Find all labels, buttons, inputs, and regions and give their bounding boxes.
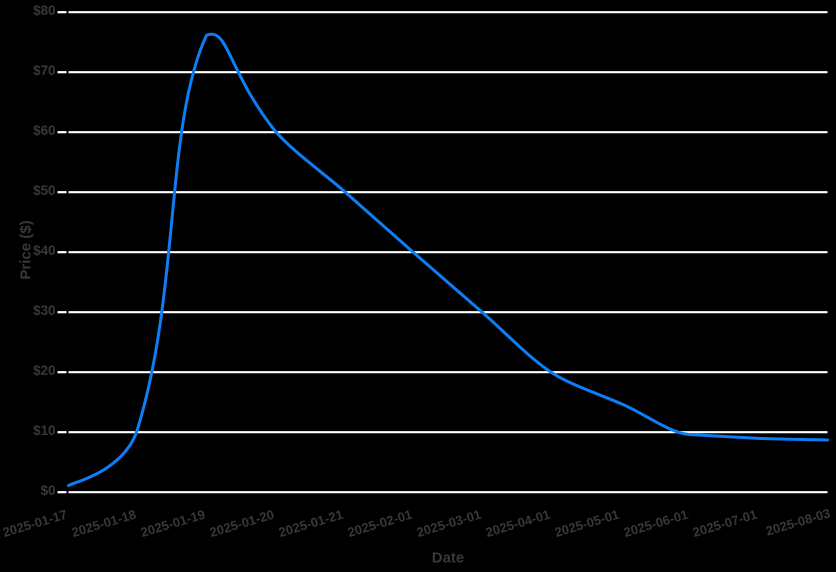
svg-text:$20: $20: [33, 363, 55, 378]
svg-text:Price ($): Price ($): [18, 220, 35, 279]
svg-text:$40: $40: [33, 243, 55, 258]
svg-text:$10: $10: [33, 423, 55, 438]
svg-text:$50: $50: [33, 183, 55, 198]
svg-text:$30: $30: [33, 303, 55, 318]
svg-text:$70: $70: [33, 63, 55, 78]
svg-text:Date: Date: [432, 550, 465, 567]
svg-text:$60: $60: [33, 123, 55, 138]
svg-text:$80: $80: [33, 3, 55, 18]
svg-text:$0: $0: [41, 483, 56, 498]
